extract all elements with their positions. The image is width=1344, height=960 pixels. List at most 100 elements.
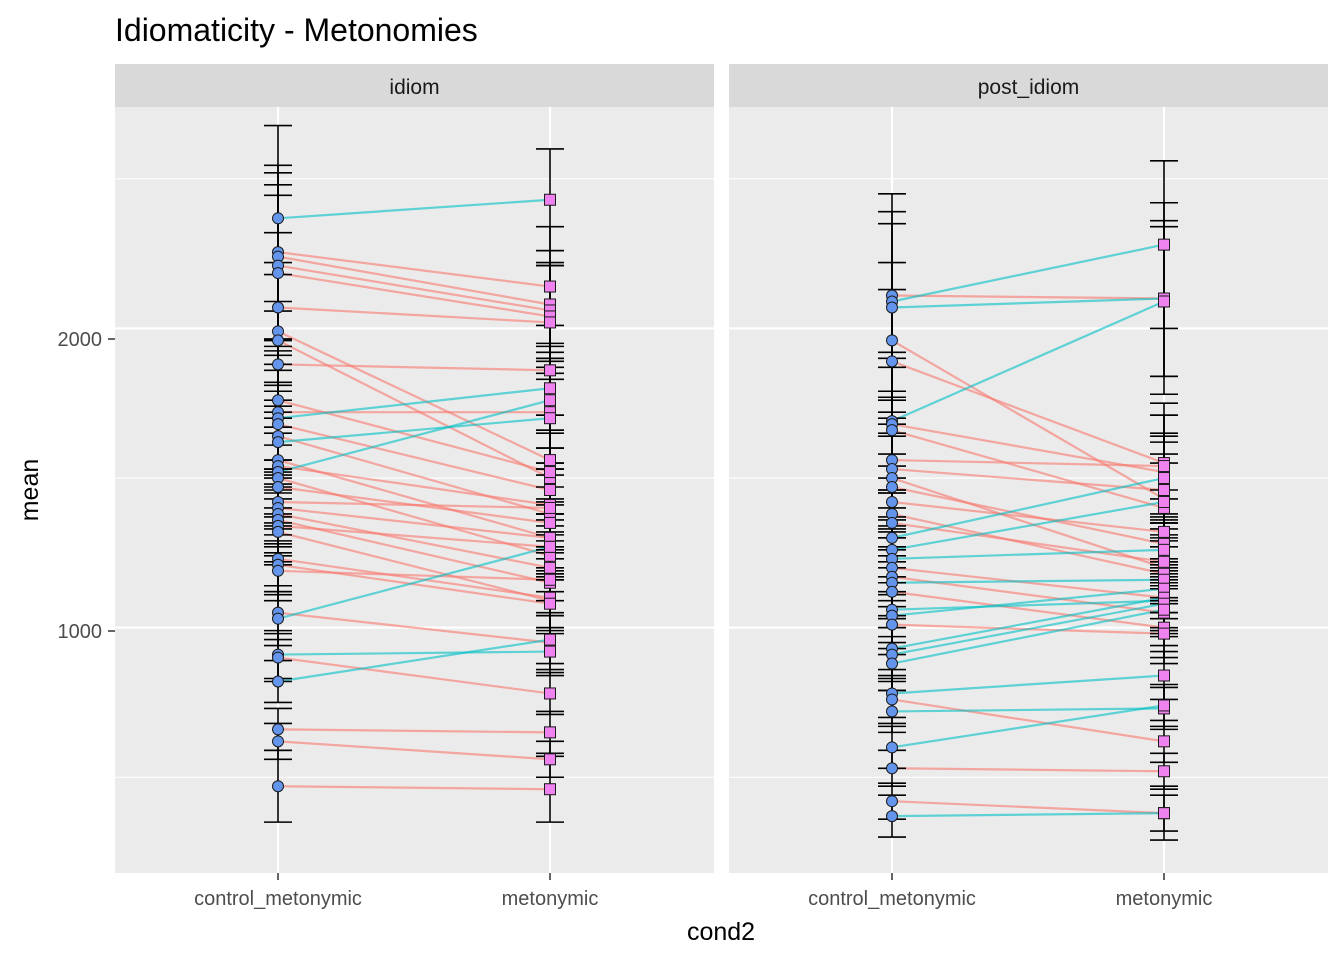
pair-line: [891, 500, 1165, 551]
point-control-metonymic: [886, 355, 898, 368]
point-control-metonymic: [272, 780, 284, 793]
point-metonymic: [544, 454, 556, 467]
pair-line: [891, 521, 1165, 563]
pair-line: [277, 435, 551, 515]
point-control-metonymic: [886, 693, 898, 706]
strip-label-post-idiom: post_idiom: [978, 76, 1080, 99]
pair-line: [891, 548, 1165, 560]
pair-line: [891, 812, 1165, 818]
pair-line: [277, 650, 551, 656]
point-control-metonymic: [272, 301, 284, 314]
pair-line: [891, 596, 1165, 650]
points-idiom: [272, 193, 556, 796]
point-metonymic: [544, 394, 556, 407]
pair-lines-post-idiom: [891, 243, 1165, 818]
point-metonymic: [1158, 669, 1170, 682]
facet-idiom: idiom control_metonymic metonymic: [115, 64, 714, 910]
pair-line: [891, 476, 1165, 569]
pair-line: [277, 611, 551, 644]
pair-line: [277, 464, 551, 507]
point-control-metonymic: [886, 810, 898, 823]
point-metonymic: [544, 280, 556, 293]
point-control-metonymic: [272, 612, 284, 625]
point-control-metonymic: [886, 301, 898, 314]
pair-line: [277, 740, 551, 761]
pair-line: [891, 243, 1165, 303]
pair-line: [277, 500, 551, 510]
point-metonymic: [544, 573, 556, 586]
pair-line: [891, 300, 1165, 423]
x-tick-label: control_metonymic: [808, 888, 976, 910]
point-metonymic: [544, 540, 556, 553]
point-metonymic: [544, 466, 556, 479]
pair-line: [277, 569, 551, 581]
pair-lines-idiom: [277, 198, 551, 791]
pair-line: [277, 656, 551, 695]
chart-title: Idiomaticity - Metonomies: [115, 12, 478, 48]
point-control-metonymic: [886, 424, 898, 437]
point-control-metonymic: [886, 762, 898, 775]
pair-line: [891, 485, 1165, 545]
pair-line: [277, 264, 551, 312]
pair-line: [277, 638, 551, 683]
point-metonymic: [1158, 484, 1170, 496]
strip-label-idiom: idiom: [389, 76, 439, 99]
point-control-metonymic: [272, 212, 284, 225]
pair-line: [891, 698, 1165, 743]
pair-line: [891, 587, 1165, 617]
pair-line: [891, 476, 1165, 539]
y-axis-title: mean: [16, 459, 44, 522]
point-control-metonymic: [886, 481, 898, 494]
pair-line: [891, 512, 1165, 575]
pair-line: [891, 707, 1165, 713]
pair-line: [891, 458, 1165, 468]
pair-line: [891, 590, 1165, 629]
pair-line: [277, 251, 551, 288]
pair-line: [891, 599, 1165, 611]
pair-line: [277, 339, 551, 480]
point-metonymic: [544, 364, 556, 377]
point-metonymic: [1158, 460, 1170, 473]
pair-line: [891, 674, 1165, 695]
point-metonymic: [1158, 807, 1170, 820]
point-metonymic: [1158, 543, 1170, 556]
panel-idiom: [115, 107, 714, 873]
point-control-metonymic: [272, 675, 284, 688]
x-axis-idiom: control_metonymic metonymic: [194, 873, 598, 910]
point-control-metonymic: [886, 741, 898, 754]
point-control-metonymic: [272, 358, 284, 371]
y-axis: 2000 1000: [58, 329, 115, 643]
pair-line: [277, 255, 551, 306]
point-metonymic: [544, 516, 556, 529]
pair-line: [891, 297, 1165, 309]
point-control-metonymic: [272, 651, 284, 664]
point-control-metonymic: [886, 516, 898, 529]
point-control-metonymic: [886, 585, 898, 598]
pair-line: [277, 524, 551, 548]
pair-line: [277, 387, 551, 420]
pair-line: [277, 530, 551, 602]
point-metonymic: [544, 753, 556, 766]
point-metonymic: [544, 726, 556, 739]
point-metonymic: [544, 412, 556, 425]
points-post-idiom: [886, 238, 1170, 823]
point-control-metonymic: [886, 495, 898, 508]
point-metonymic: [1158, 699, 1170, 712]
point-control-metonymic: [272, 723, 284, 736]
pair-line: [891, 467, 1165, 492]
pair-line: [891, 608, 1165, 665]
point-control-metonymic: [272, 525, 284, 538]
point-control-metonymic: [272, 481, 284, 494]
strip-post-idiom: [729, 64, 1328, 107]
y-tick-label: 2000: [58, 329, 103, 351]
pair-line: [277, 417, 551, 444]
pair-line: [891, 429, 1165, 510]
pair-line: [891, 800, 1165, 815]
strip-idiom: [115, 64, 714, 107]
pair-line: [891, 578, 1165, 584]
point-metonymic: [1158, 765, 1170, 778]
point-metonymic: [544, 687, 556, 700]
pair-line: [277, 785, 551, 791]
point-metonymic: [544, 645, 556, 658]
